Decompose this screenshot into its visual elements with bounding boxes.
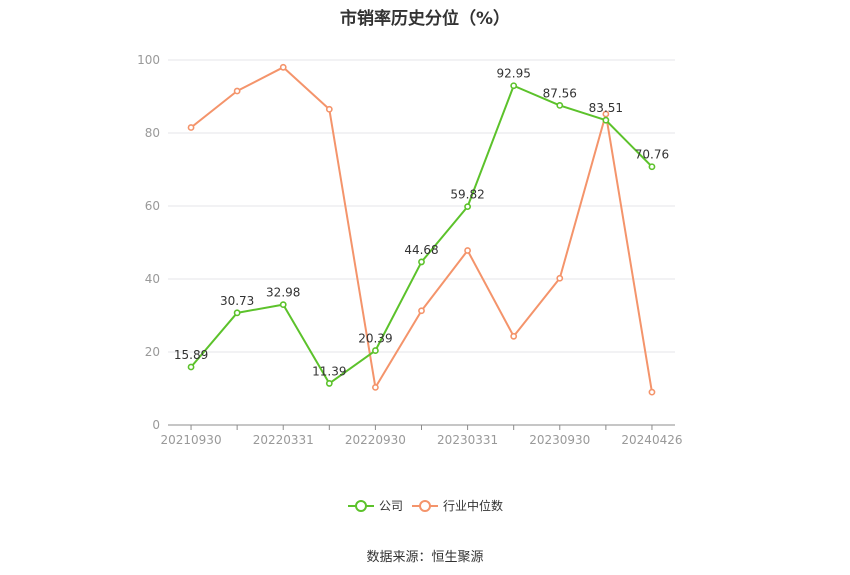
- data-label: 87.56: [543, 86, 577, 100]
- data-point: [510, 82, 518, 90]
- y-tick-label: 60: [145, 199, 160, 213]
- data-point: [556, 274, 564, 282]
- x-tick-label: 20230331: [437, 433, 498, 447]
- legend-item-company[interactable]: 公司: [348, 499, 403, 513]
- data-point: [279, 301, 287, 309]
- axis-layer: 0 20 40 60 80 100 20210930 20220331 20220930 2023…: [137, 53, 682, 447]
- data-point: [418, 307, 425, 315]
- data-point: [648, 388, 656, 396]
- data-point: [372, 347, 379, 354]
- data-point: [372, 384, 379, 391]
- data-point: [602, 110, 610, 118]
- legend-marker: [419, 500, 431, 512]
- data-point: [233, 87, 241, 95]
- x-tick-label: 20230930: [529, 433, 590, 447]
- series-line-company: [190, 84, 653, 385]
- data-label: 32.98: [266, 286, 300, 300]
- y-tick-label: 40: [145, 272, 160, 286]
- x-tick-label: 20220331: [253, 433, 314, 447]
- x-tick-label: 20210930: [161, 433, 222, 447]
- data-label: 15.89: [174, 348, 208, 362]
- data-label: 20.39: [358, 332, 392, 346]
- data-point: [279, 63, 287, 71]
- x-tick-label: 20220930: [345, 433, 406, 447]
- source-note: 数据来源：恒生聚源: [366, 550, 484, 565]
- data-point: [556, 102, 564, 109]
- legend-item-industry-median[interactable]: 行业中位数: [412, 498, 503, 513]
- data-point: [510, 332, 518, 340]
- data-label: 30.73: [220, 294, 254, 308]
- data-point: [325, 380, 333, 387]
- data-label: 59.82: [450, 188, 484, 202]
- legend-label: 公司: [379, 499, 403, 513]
- y-tick-label: 80: [145, 126, 160, 140]
- series-layer: [187, 63, 656, 396]
- legend-marker: [355, 500, 367, 512]
- data-point: [325, 105, 333, 113]
- legend-label: 行业中位数: [443, 498, 503, 513]
- data-label-layer: 15.89 30.73 32.98 11.39 20.39 44.68 59.82 92.95…: [174, 67, 669, 379]
- data-point: [602, 116, 610, 124]
- legend[interactable]: 公司 行业中位数: [348, 498, 503, 513]
- chart-title: 市销率历史分位（%）: [339, 9, 511, 29]
- data-label: 11.39: [312, 364, 346, 378]
- data-point: [187, 363, 195, 371]
- x-tick-label: 20240426: [621, 433, 682, 447]
- data-label: 70.76: [635, 148, 669, 162]
- data-label: 92.95: [497, 67, 531, 81]
- data-point: [464, 203, 471, 211]
- data-point: [233, 309, 241, 317]
- series-line-industry-median: [190, 66, 653, 393]
- data-label: 83.51: [589, 101, 623, 115]
- data-point: [648, 163, 656, 171]
- data-point: [418, 258, 425, 266]
- y-tick-label: 100: [137, 53, 160, 67]
- y-tick-label: 20: [145, 345, 160, 359]
- data-point: [187, 124, 195, 131]
- data-label: 44.68: [404, 243, 438, 257]
- grid-layer: [168, 59, 675, 353]
- data-point: [464, 247, 471, 254]
- y-tick-label: 0: [152, 418, 160, 432]
